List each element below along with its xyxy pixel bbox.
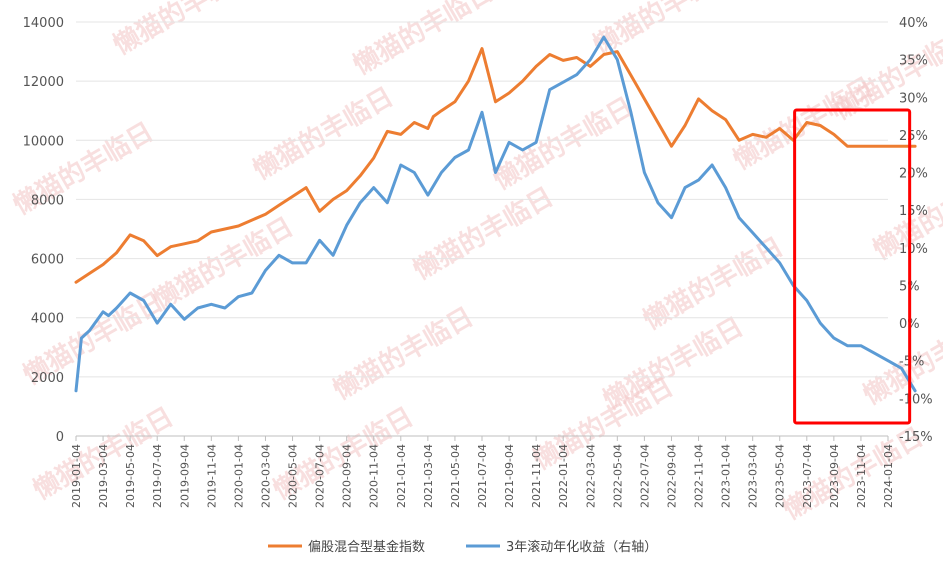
x-tick-label: 2019-07-04 — [151, 444, 164, 508]
right-tick-label: 40% — [899, 16, 928, 31]
left-tick-label: 0 — [56, 430, 64, 445]
x-tick-label: 2020-05-04 — [287, 444, 300, 508]
x-tick-label: 2023-01-04 — [720, 444, 733, 508]
x-tick-label: 2024-01-04 — [882, 444, 895, 508]
legend-label-index: 偏股混合型基金指数 — [308, 539, 425, 555]
left-axis: 0 2000 4000 6000 8000 10000 12000 14000 — [23, 16, 64, 445]
watermark-text: 懒猫的丰临日 — [108, 0, 259, 61]
x-tick-label: 2020-01-04 — [232, 444, 245, 508]
legend: 偏股混合型基金指数 3年滚动年化收益（右轴） — [268, 539, 657, 555]
x-tick-label: 2020-11-04 — [368, 444, 381, 508]
left-tick-label: 6000 — [31, 253, 64, 268]
x-tick-label: 2021-03-04 — [422, 444, 435, 508]
x-tick-label: 2022-11-04 — [693, 444, 706, 508]
left-tick-label: 4000 — [31, 312, 64, 327]
x-tick-label: 2023-11-04 — [855, 444, 868, 508]
x-tick-label: 2023-05-04 — [774, 444, 787, 508]
right-tick-label: 20% — [899, 167, 928, 182]
right-tick-label: 15% — [899, 204, 928, 219]
legend-label-rolling: 3年滚动年化收益（右轴） — [506, 539, 657, 555]
x-tick-label: 2022-03-04 — [584, 444, 597, 508]
right-tick-label: -5% — [899, 355, 924, 370]
right-tick-label: 25% — [899, 129, 928, 144]
series-line-index — [74, 47, 917, 284]
x-tick-label: 2019-09-04 — [178, 444, 191, 508]
left-tick-label: 12000 — [23, 75, 64, 90]
x-axis: 2019-01-04 2019-03-04 2019-05-04 2019-07-04… — [70, 436, 895, 508]
watermark-text: 懒猫的丰临日 — [328, 301, 479, 406]
x-tick-label: 2020-07-04 — [314, 444, 327, 508]
x-tick-label: 2019-05-04 — [124, 444, 137, 508]
right-tick-label: -10% — [899, 392, 933, 407]
left-tick-label: 10000 — [23, 134, 64, 149]
x-tick-label: 2023-03-04 — [747, 444, 760, 508]
x-tick-label: 2023-09-04 — [828, 444, 841, 508]
watermark-text: 懒猫的丰临日 — [348, 0, 499, 81]
highlight-rectangle — [793, 108, 912, 425]
x-tick-label: 2021-01-04 — [395, 444, 408, 508]
watermark-text: 懒猫的丰临日 — [148, 211, 299, 316]
series-line-rolling-return — [74, 35, 917, 393]
right-tick-label: 35% — [899, 54, 928, 69]
watermark-text: 懒猫的丰临日 — [728, 71, 879, 176]
x-tick-label: 2019-11-04 — [205, 444, 218, 508]
x-tick-label: 2022-01-04 — [557, 444, 570, 508]
watermark-text: 懒猫的丰临日 — [248, 81, 399, 186]
x-tick-label: 2019-03-04 — [97, 444, 110, 508]
x-tick-label: 2020-03-04 — [259, 444, 272, 508]
annotation-layer — [793, 108, 912, 425]
x-tick-label: 2022-07-04 — [638, 444, 651, 508]
left-tick-label: 2000 — [31, 371, 64, 386]
x-tick-label: 2021-07-04 — [476, 444, 489, 508]
series-layer — [74, 35, 917, 393]
x-tick-label: 2021-09-04 — [503, 444, 516, 508]
left-tick-label: 8000 — [31, 193, 64, 208]
x-tick-label: 2019-01-04 — [70, 444, 83, 508]
x-tick-label: 2021-05-04 — [449, 444, 462, 508]
right-tick-label: 10% — [899, 242, 928, 257]
x-tick-label: 2023-07-04 — [801, 444, 814, 508]
x-tick-label: 2020-09-04 — [341, 444, 354, 508]
left-tick-label: 14000 — [23, 16, 64, 31]
right-tick-label: -15% — [899, 430, 933, 445]
watermark-text: 懒猫的丰临日 — [408, 181, 559, 286]
x-tick-label: 2022-09-04 — [665, 444, 678, 508]
x-tick-label: 2022-05-04 — [611, 444, 624, 508]
x-tick-label: 2021-11-04 — [530, 444, 543, 508]
right-tick-label: 30% — [899, 91, 928, 106]
right-axis: -15%-10%-5%0%5%10%15%20%25%30%35%40% — [899, 16, 933, 445]
